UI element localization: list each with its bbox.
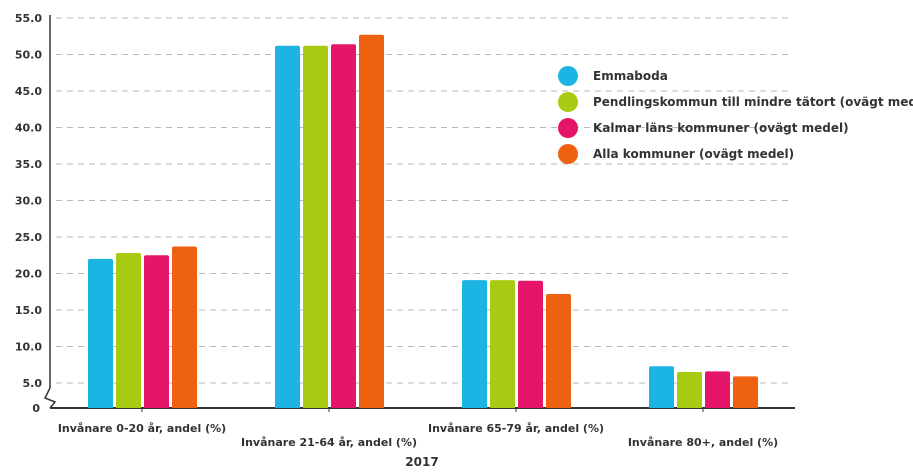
x-tick-label: Invånare 80+, andel (%) (628, 436, 778, 449)
bar (359, 34, 384, 408)
bar (677, 372, 702, 408)
bar (546, 293, 571, 408)
legend-marker (558, 66, 578, 86)
y-tick-label: 35.0 (15, 158, 42, 171)
legend-label: Alla kommuner (ovägt medel) (593, 147, 794, 161)
y-tick-label: 20.0 (15, 268, 42, 281)
bar (303, 45, 328, 409)
y-tick-label: 40.0 (15, 122, 42, 135)
legend-marker (558, 92, 578, 112)
bar (144, 255, 169, 408)
y-tick-label: 5.0 (23, 377, 43, 390)
legend: Emmaboda Pendlingskommun till mindre täto… (558, 66, 913, 164)
legend-marker (558, 144, 578, 164)
y-tick-label: 25.0 (15, 231, 42, 244)
y-tick-label: 0 (32, 402, 40, 415)
y-tick-label: 10.0 (15, 341, 42, 354)
bar (705, 371, 730, 408)
bar (275, 45, 300, 409)
bar (172, 246, 197, 408)
y-tick-label: 30.0 (15, 195, 42, 208)
legend-marker (558, 118, 578, 138)
bar (88, 258, 113, 408)
legend-label: Pendlingskommun till mindre tätort (oväg… (593, 95, 913, 109)
x-tick-label: Invånare 0-20 år, andel (%) (58, 422, 226, 435)
bar (518, 280, 543, 408)
bars (88, 34, 758, 409)
axis-labels: 0 5.0 10.0 15.0 20.0 25.0 30.0 35.0 40.0 45.0 50.0… (15, 12, 778, 449)
bar (649, 366, 674, 408)
x-axis-title: 2017 (405, 455, 438, 469)
y-tick-label: 50.0 (15, 49, 42, 62)
bar (462, 280, 487, 408)
y-tick-label: 45.0 (15, 85, 42, 98)
bar (490, 280, 515, 408)
axis-break-mark (43, 387, 57, 409)
legend-label: Kalmar läns kommuner (ovägt medel) (593, 121, 849, 135)
y-tick-label: 55.0 (15, 12, 42, 25)
bar (116, 253, 141, 408)
bar (331, 44, 356, 408)
x-tick-label: Invånare 65-79 år, andel (%) (428, 422, 604, 435)
bar (733, 376, 758, 408)
y-tick-label: 15.0 (15, 304, 42, 317)
x-tick-label: Invånare 21-64 år, andel (%) (241, 436, 417, 449)
legend-label: Emmaboda (593, 69, 668, 83)
